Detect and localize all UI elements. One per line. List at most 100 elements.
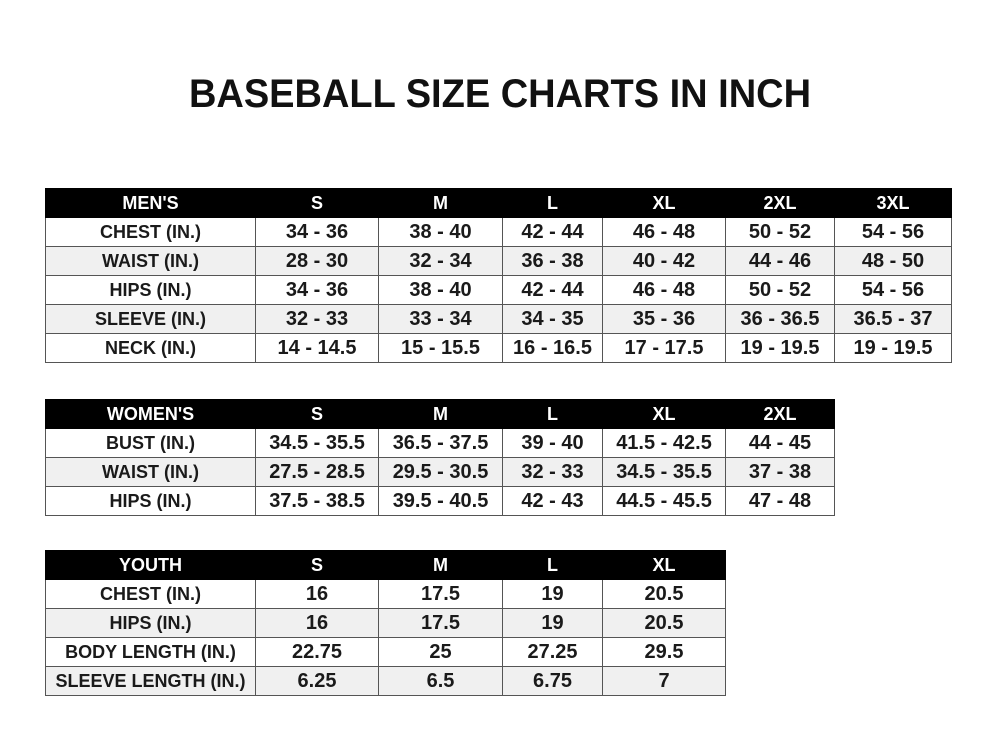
measurement-label: SLEEVE (IN.)	[45, 304, 256, 334]
size-value: 39 - 40	[502, 428, 603, 458]
size-value: 15 - 15.5	[378, 333, 503, 363]
measurement-label: WAIST (IN.)	[45, 246, 256, 276]
size-header: S	[255, 550, 379, 580]
table-row: NECK (IN.) 14 - 14.5 15 - 15.5 16 - 16.5 17 …	[45, 333, 952, 363]
size-value: 42 - 44	[502, 217, 603, 247]
size-value: 22.75	[255, 637, 379, 667]
size-header: L	[502, 188, 603, 218]
size-value: 44.5 - 45.5	[602, 486, 726, 516]
size-value: 32 - 33	[255, 304, 379, 334]
size-value: 46 - 48	[602, 217, 726, 247]
table-row: HIPS (IN.) 34 - 36 38 - 40 42 - 44 46 - 48 50…	[45, 275, 952, 305]
size-value: 40 - 42	[602, 246, 726, 276]
size-value: 6.5	[378, 666, 503, 696]
size-value: 29.5 - 30.5	[378, 457, 503, 487]
table-row: WAIST (IN.) 27.5 - 28.5 29.5 - 30.5 32 - 33…	[45, 457, 835, 487]
size-value: 6.25	[255, 666, 379, 696]
size-value: 27.5 - 28.5	[255, 457, 379, 487]
size-header: XL	[602, 399, 726, 429]
measurement-label: CHEST (IN.)	[45, 579, 256, 609]
page-title: BASEBALL SIZE CHARTS IN INCH	[188, 72, 812, 116]
size-value: 37.5 - 38.5	[255, 486, 379, 516]
size-header: 3XL	[834, 188, 952, 218]
size-value: 6.75	[502, 666, 603, 696]
size-value: 20.5	[602, 608, 726, 638]
size-value: 42 - 44	[502, 275, 603, 305]
size-value: 28 - 30	[255, 246, 379, 276]
measurement-label: CHEST (IN.)	[45, 217, 256, 247]
table-row: HIPS (IN.) 37.5 - 38.5 39.5 - 40.5 42 - 43 4…	[45, 486, 835, 516]
size-value: 46 - 48	[602, 275, 726, 305]
table-row: CHEST (IN.) 34 - 36 38 - 40 42 - 44 46 - 48 5…	[45, 217, 952, 247]
size-value: 34 - 36	[255, 217, 379, 247]
size-value: 17.5	[378, 608, 503, 638]
size-header: 2XL	[725, 188, 835, 218]
measurement-label: HIPS (IN.)	[45, 275, 256, 305]
size-header: XL	[602, 188, 726, 218]
header-row: WOMEN'S S M L XL 2XL	[45, 399, 835, 429]
womens-size-table: WOMEN'S S M L XL 2XL BUST (IN.) 34.5 - 35.5 36.5…	[45, 399, 835, 516]
size-value: 16 - 16.5	[502, 333, 603, 363]
measurement-label: HIPS (IN.)	[45, 486, 256, 516]
youth-size-table: YOUTH S M L XL CHEST (IN.) 16 17.5 19 20.5 HIPS (I…	[45, 550, 726, 696]
header-row: MEN'S S M L XL 2XL 3XL	[45, 188, 952, 218]
measurement-label: BODY LENGTH (IN.)	[45, 637, 256, 667]
size-value: 36.5 - 37.5	[378, 428, 503, 458]
size-value: 20.5	[602, 579, 726, 609]
size-value: 47 - 48	[725, 486, 835, 516]
size-value: 32 - 33	[502, 457, 603, 487]
size-value: 54 - 56	[834, 217, 952, 247]
size-value: 39.5 - 40.5	[378, 486, 503, 516]
size-value: 19	[502, 579, 603, 609]
table-row: WAIST (IN.) 28 - 30 32 - 34 36 - 38 40 - 42 4…	[45, 246, 952, 276]
size-value: 19 - 19.5	[725, 333, 835, 363]
size-value: 34.5 - 35.5	[255, 428, 379, 458]
size-value: 44 - 46	[725, 246, 835, 276]
size-header: M	[378, 188, 503, 218]
size-value: 25	[378, 637, 503, 667]
size-value: 38 - 40	[378, 217, 503, 247]
size-value: 36 - 36.5	[725, 304, 835, 334]
size-header: S	[255, 188, 379, 218]
size-value: 14 - 14.5	[255, 333, 379, 363]
size-value: 48 - 50	[834, 246, 952, 276]
category-header: YOUTH	[45, 550, 256, 580]
size-value: 50 - 52	[725, 275, 835, 305]
size-value: 17 - 17.5	[602, 333, 726, 363]
size-header: L	[502, 550, 603, 580]
size-value: 36.5 - 37	[834, 304, 952, 334]
size-value: 19	[502, 608, 603, 638]
category-header: MEN'S	[45, 188, 256, 218]
table-row: CHEST (IN.) 16 17.5 19 20.5	[45, 579, 726, 609]
table-row: BODY LENGTH (IN.) 22.75 25 27.25 29.5	[45, 637, 726, 667]
size-value: 29.5	[602, 637, 726, 667]
measurement-label: HIPS (IN.)	[45, 608, 256, 638]
size-value: 16	[255, 579, 379, 609]
size-value: 19 - 19.5	[834, 333, 952, 363]
size-header: M	[378, 550, 503, 580]
size-value: 34 - 36	[255, 275, 379, 305]
size-value: 37 - 38	[725, 457, 835, 487]
size-header: L	[502, 399, 603, 429]
size-value: 38 - 40	[378, 275, 503, 305]
size-value: 7	[602, 666, 726, 696]
size-value: 35 - 36	[602, 304, 726, 334]
size-header: XL	[602, 550, 726, 580]
size-value: 50 - 52	[725, 217, 835, 247]
size-value: 34 - 35	[502, 304, 603, 334]
size-header: S	[255, 399, 379, 429]
category-header: WOMEN'S	[45, 399, 256, 429]
measurement-label: WAIST (IN.)	[45, 457, 256, 487]
measurement-label: NECK (IN.)	[45, 333, 256, 363]
table-row: HIPS (IN.) 16 17.5 19 20.5	[45, 608, 726, 638]
header-row: YOUTH S M L XL	[45, 550, 726, 580]
measurement-label: SLEEVE LENGTH (IN.)	[45, 666, 256, 696]
table-row: SLEEVE LENGTH (IN.) 6.25 6.5 6.75 7	[45, 666, 726, 696]
size-value: 33 - 34	[378, 304, 503, 334]
mens-size-table: MEN'S S M L XL 2XL 3XL CHEST (IN.) 34 - 36 38 - 4…	[45, 188, 952, 363]
measurement-label: BUST (IN.)	[45, 428, 256, 458]
table-row: BUST (IN.) 34.5 - 35.5 36.5 - 37.5 39 - 40 4…	[45, 428, 835, 458]
size-value: 16	[255, 608, 379, 638]
size-value: 44 - 45	[725, 428, 835, 458]
table-row: SLEEVE (IN.) 32 - 33 33 - 34 34 - 35 35 - 36…	[45, 304, 952, 334]
